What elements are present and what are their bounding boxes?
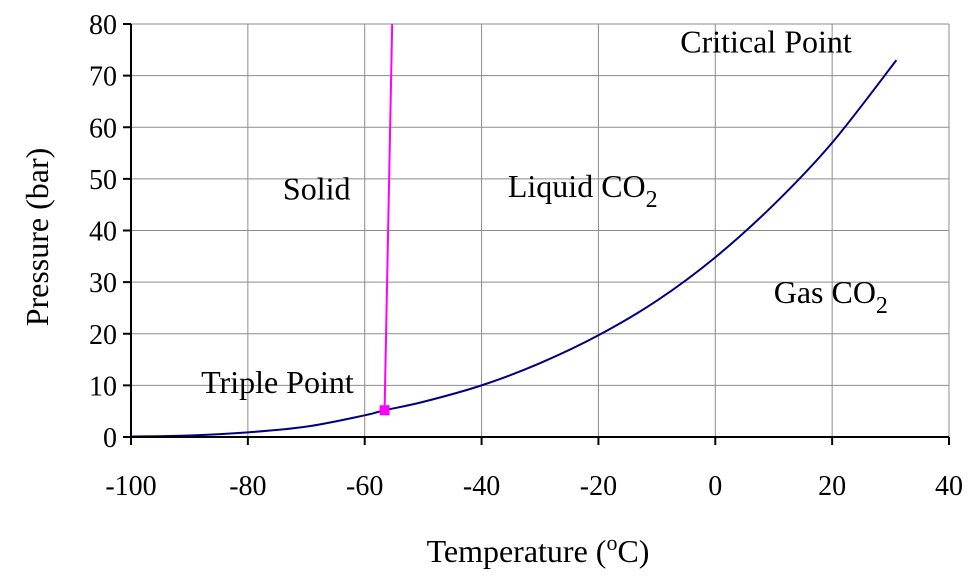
x-tick-label: -20 (580, 471, 617, 502)
y-tick-label: 70 (89, 62, 117, 93)
x-axis-title-unit: C (617, 533, 638, 569)
annotations: Solid Liquid CO2 Gas CO2 Critical Point Trip… (201, 23, 888, 400)
solid-label: Solid (283, 171, 351, 207)
x-axis-title-unit-sup: o (606, 530, 617, 555)
critical-label: Critical Point (680, 23, 852, 59)
x-tick-label: 20 (818, 471, 846, 502)
y-axis-title: Pressure (bar) (19, 148, 55, 327)
x-tick-label: -60 (346, 471, 383, 502)
melting-line (383, 23, 394, 411)
y-tick-label: 60 (89, 113, 117, 144)
x-axis-title-text: Temperature (427, 533, 588, 569)
x-tick-label: 0 (708, 471, 722, 502)
triple-point-marker (379, 405, 390, 416)
x-tick-label: -40 (463, 471, 500, 502)
y-tick-label: 20 (89, 320, 117, 351)
liquid-label: Liquid CO2 (508, 168, 658, 213)
y-tick-label: 40 (89, 217, 117, 248)
tick-labels: 0 10 20 30 40 50 60 70 80 -100 -80 -60 -40 -20 0 20 40 (89, 10, 963, 502)
y-tick-label: 30 (89, 268, 117, 299)
y-tick-label: 10 (89, 371, 117, 402)
y-tick-label: 50 (89, 165, 117, 196)
x-tick-label: -100 (105, 471, 156, 502)
triple-label: Triple Point (201, 364, 354, 400)
y-tick-label: 80 (89, 10, 117, 41)
x-tick-label: 40 (935, 471, 963, 502)
y-tick-label: 0 (103, 423, 117, 454)
x-axis-title: Temperature (oC) (427, 530, 650, 569)
vapor-pressure-curve (130, 59, 898, 438)
grid (131, 23, 950, 437)
plot-lines (130, 23, 898, 438)
gas-label: Gas CO2 (774, 274, 888, 319)
x-tick-label: -80 (229, 471, 266, 502)
axes (123, 23, 950, 445)
